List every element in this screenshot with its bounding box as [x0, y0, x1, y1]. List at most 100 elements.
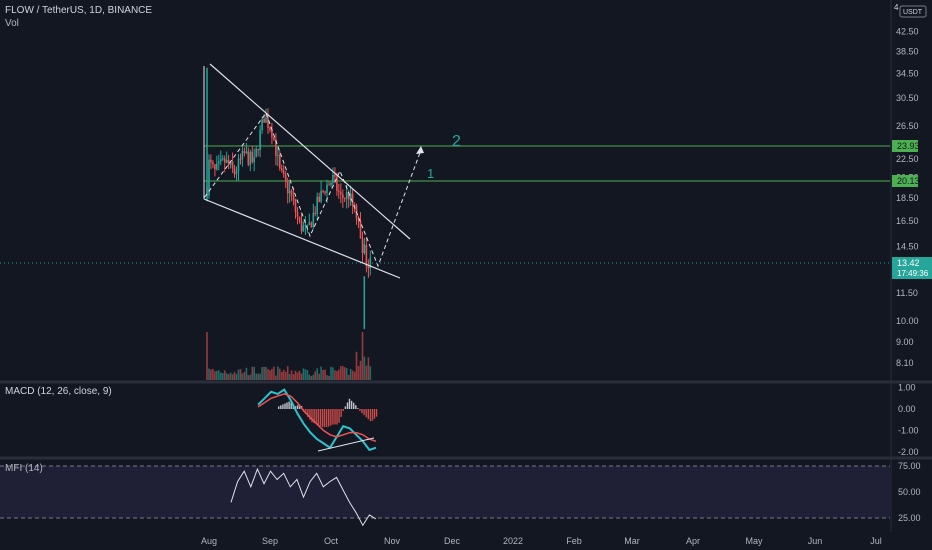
- macd-tick-label: -1.00: [898, 426, 919, 436]
- volume-bar: [210, 369, 212, 380]
- annotation-target-1[interactable]: 1: [427, 166, 434, 181]
- time-tick-label: Sep: [262, 536, 278, 546]
- volume-bar: [273, 366, 275, 380]
- volume-bar: [229, 372, 232, 380]
- candle-body: [310, 222, 313, 228]
- mfi-tick-label: 50.00: [898, 487, 921, 497]
- time-tick-label: Dec: [444, 536, 461, 546]
- volume-bar: [284, 371, 287, 380]
- macd-histogram-bar: [361, 409, 363, 414]
- last-price-badge: [892, 257, 932, 279]
- volume-bar: [302, 368, 305, 380]
- volume-bar: [265, 367, 267, 380]
- volume-bar: [369, 366, 372, 380]
- volume-bar: [298, 370, 301, 380]
- volume-bar: [239, 369, 242, 380]
- volume-bar: [345, 368, 348, 380]
- candle-body: [338, 190, 340, 193]
- volume-bar: [342, 366, 344, 380]
- volume-bar: [324, 369, 326, 380]
- macd-histogram-bar: [346, 402, 349, 409]
- candle-body: [257, 148, 259, 151]
- volume-bar: [259, 373, 261, 380]
- wedge-lower-trendline[interactable]: [203, 198, 401, 279]
- macd-divergence-line[interactable]: [317, 437, 375, 452]
- macd-histogram-bar: [303, 409, 305, 410]
- volume-bar: [249, 374, 252, 380]
- candle-body: [241, 151, 244, 160]
- volume-bar: [338, 369, 340, 380]
- price-tick-label: 11.50: [896, 288, 918, 298]
- volume-bar: [296, 372, 299, 380]
- macd-histogram-bar: [278, 406, 280, 409]
- volume-bar: [367, 357, 370, 380]
- volume-bar: [334, 370, 336, 380]
- volume-bar: [330, 366, 332, 380]
- arrow-head: [416, 146, 424, 154]
- time-tick-label: Apr: [686, 536, 700, 546]
- macd-histogram-bar: [286, 402, 288, 409]
- volume-bar: [343, 367, 346, 380]
- candle-body: [306, 224, 309, 226]
- time-axis[interactable]: Aug Sep Oct Nov Dec 2022 Feb Mar Apr May Jun Jul: [201, 536, 882, 546]
- macd-histogram: [278, 398, 378, 428]
- macd-histogram-bar: [373, 409, 376, 419]
- time-tick-label: Nov: [384, 536, 401, 546]
- volume-bar: [275, 375, 277, 380]
- candle-body: [229, 161, 232, 165]
- candle-body: [312, 212, 315, 228]
- macd-histogram-bar: [325, 409, 328, 428]
- volume-bar: [355, 351, 358, 380]
- volume-bar: [231, 374, 234, 380]
- volume-bar: [363, 356, 366, 380]
- candle-body: [208, 159, 210, 196]
- candle-body: [330, 182, 332, 185]
- price-tick-label: 18.50: [896, 193, 919, 203]
- candle-body: [332, 175, 334, 183]
- time-tick-label: Aug: [201, 536, 217, 546]
- candle-body: [316, 196, 318, 214]
- macd-tick-label: 1.00: [898, 383, 916, 393]
- candle-body: [275, 139, 277, 157]
- candle-body: [235, 171, 238, 175]
- candle-body: [320, 190, 322, 202]
- mfi-legend[interactable]: MFI (14): [5, 463, 43, 474]
- volume-bar: [267, 369, 269, 380]
- candle-body: [314, 212, 316, 214]
- wedge-upper-trendline[interactable]: [209, 63, 411, 240]
- volume-bar: [227, 374, 230, 380]
- candle-body: [308, 222, 311, 225]
- price-axis[interactable]: 42.5038.5034.5030.5026.5022.5020.5018.50…: [896, 27, 919, 368]
- annotation-target-2[interactable]: 2: [452, 133, 461, 150]
- candle-body: [277, 155, 279, 157]
- macd-legend[interactable]: MACD (12, 26, close, 9): [5, 386, 112, 397]
- candle-body: [349, 193, 352, 200]
- time-tick-label: May: [745, 536, 763, 546]
- macd-histogram-bar: [288, 401, 290, 409]
- macd-line: [257, 388, 377, 452]
- candles: [206, 67, 372, 330]
- price-tick-label: 26.50: [896, 121, 919, 131]
- candle-body: [342, 194, 344, 199]
- volume-legend[interactable]: Vol: [5, 18, 19, 29]
- symbol-title[interactable]: FLOW / TetherUS, 1D, BINANCE: [5, 5, 153, 16]
- candle-body: [361, 238, 364, 254]
- candle-body: [212, 162, 214, 165]
- scale-toggle[interactable]: 4: [894, 3, 899, 12]
- mfi-line: [230, 467, 377, 527]
- currency-badge[interactable]: [899, 5, 927, 18]
- volume-bar: [220, 372, 222, 380]
- macd-tick-label: -2.00: [898, 447, 919, 457]
- candle-body: [210, 159, 212, 163]
- macd-histogram-bar: [307, 409, 309, 417]
- volume-bar: [223, 370, 226, 380]
- volume-bar: [208, 368, 210, 380]
- projected-zigzag[interactable]: [203, 66, 422, 268]
- mfi-band: [0, 466, 890, 518]
- volume-bar: [340, 366, 342, 380]
- macd-histogram-bar: [371, 409, 374, 421]
- volume-bar: [263, 366, 265, 380]
- candle-body: [247, 151, 250, 165]
- currency-text: USDT: [903, 9, 923, 16]
- time-tick-label: Oct: [324, 536, 339, 546]
